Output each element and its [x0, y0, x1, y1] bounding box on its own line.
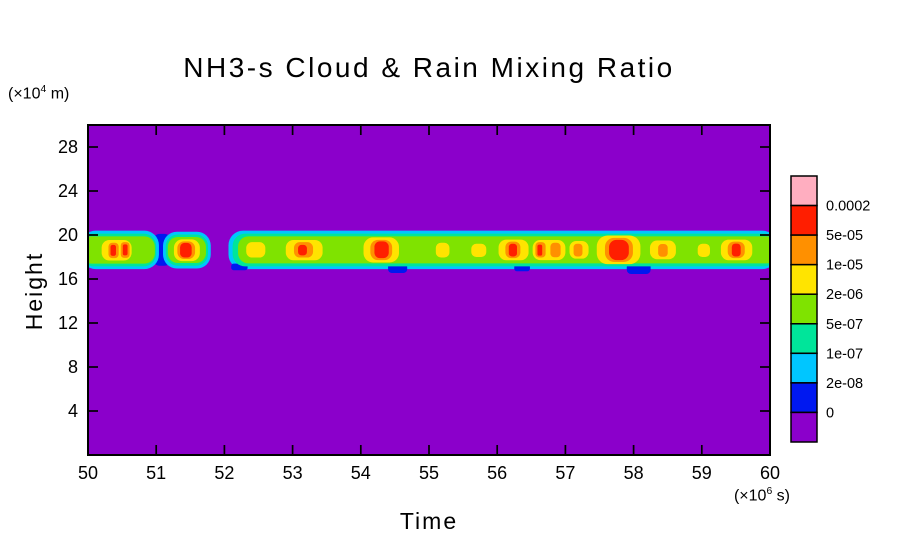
heatmap-blob-red	[374, 241, 389, 259]
plot-frame	[87, 124, 771, 456]
y-axis-label: Height	[21, 251, 47, 331]
colorbar-label: 1e-07	[826, 346, 863, 362]
heatmap-blob-red	[609, 239, 629, 261]
y-tick-label: 8	[68, 357, 78, 377]
x-tick-label: 52	[214, 463, 234, 483]
y-tick-label: 24	[58, 181, 78, 201]
plot-background	[88, 125, 770, 455]
colorbar-label: 1e-05	[826, 258, 863, 274]
x-unit-suffix: s)	[772, 487, 790, 505]
colorbar-label: 5e-05	[826, 228, 863, 244]
x-unit-exponent: 6	[766, 486, 773, 497]
x-tick-label: 58	[624, 463, 644, 483]
x-axis-label: Time	[399, 508, 459, 534]
heatmap-layer	[88, 230, 770, 275]
colorbar-cell	[790, 204, 818, 236]
colorbar-label: 2e-06	[826, 287, 863, 303]
heatmap-blob-yellow	[246, 242, 266, 258]
x-tick-label: 51	[146, 463, 166, 483]
heatmap-blob-red	[110, 244, 116, 256]
y-axis-unit: (×104 m)	[8, 84, 69, 103]
x-tick-label: 53	[283, 463, 303, 483]
heatmap-blob-yellow	[471, 243, 487, 257]
colorbar-label: 0	[826, 405, 834, 421]
colorbar-label: 2e-08	[826, 376, 863, 392]
y-tick-label: 12	[58, 313, 78, 333]
y-tick-label: 20	[58, 225, 78, 245]
colorbar-cell	[790, 352, 818, 384]
heatmap-blob-orange	[573, 243, 583, 257]
heatmap-blob-yellow	[435, 242, 450, 258]
y-unit-prefix: (×10	[8, 85, 41, 103]
colorbar-label: 5e-07	[826, 317, 863, 333]
colorbar-cell	[790, 382, 818, 414]
x-tick-label: 55	[419, 463, 439, 483]
colorbar-cell	[790, 263, 818, 295]
y-tick-label: 28	[58, 137, 78, 157]
colorbar-cell	[790, 411, 818, 443]
x-tick-label: 50	[78, 463, 98, 483]
colorbar-cell	[790, 234, 818, 266]
heatmap-blob-red	[180, 242, 192, 258]
heatmap-blob-red	[298, 244, 307, 256]
y-tick-label: 4	[68, 401, 78, 421]
x-tick-label: 59	[692, 463, 712, 483]
heatmap-blob-orange	[658, 244, 668, 257]
x-tick-label: 56	[487, 463, 507, 483]
x-axis-unit: (×106 s)	[640, 486, 790, 505]
x-tick-label: 54	[351, 463, 371, 483]
x-tick-label: 60	[760, 463, 780, 483]
chart-title: NH3-s Cloud & Rain Mixing Ratio	[183, 52, 675, 83]
colorbar-cell	[790, 293, 818, 325]
heatmap-blob-red	[508, 243, 517, 257]
x-tick-label: 57	[555, 463, 575, 483]
colorbar-cell	[790, 323, 818, 355]
heatmap-blob-red	[731, 243, 741, 257]
heatmap-blob-red	[537, 244, 543, 256]
heatmap-blob-orange	[550, 242, 561, 258]
heatmap-blob-red	[122, 244, 128, 256]
heatmap-blob-yellow	[697, 243, 710, 257]
y-unit-suffix: m)	[46, 85, 70, 103]
colorbar-cell	[790, 175, 818, 207]
colorbar-label: 0.0002	[826, 199, 870, 215]
y-tick-label: 16	[58, 269, 78, 289]
x-unit-prefix: (×10	[733, 487, 767, 505]
y-unit-exponent: 4	[40, 84, 47, 95]
